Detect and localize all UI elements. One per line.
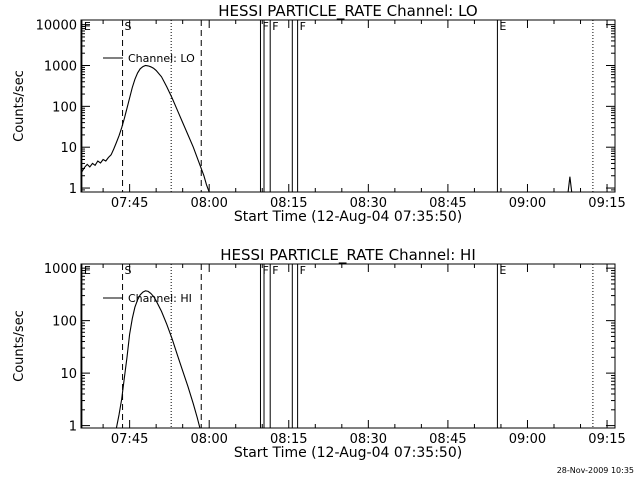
event-marker-label: S xyxy=(125,264,132,277)
event-marker-label: F xyxy=(300,264,306,277)
y-tick-label: 10000 xyxy=(36,19,77,34)
event-marker-label: E xyxy=(499,264,506,277)
legend-label: Channel: LO xyxy=(128,52,195,65)
event-marker-label: E xyxy=(499,20,506,33)
chart-hi: HESSI PARTICLE_RATE Channel: HI 1 10 100 100… xyxy=(12,246,626,461)
event-marker-label: F xyxy=(272,20,278,33)
y-tick-label: 1000 xyxy=(44,60,77,75)
x-tick-label: 08:15 xyxy=(270,196,307,211)
data-series-line xyxy=(567,176,573,193)
y-tick-label: 1 xyxy=(69,182,77,197)
chart-title: HESSI PARTICLE_RATE Channel: LO xyxy=(218,2,477,21)
plot-timestamp: 28-Nov-2009 10:35 xyxy=(556,466,634,475)
event-marker-label: F xyxy=(272,264,278,277)
event-marker-label: F xyxy=(262,264,268,277)
data-series-line xyxy=(115,290,201,429)
y-axis-label: Counts/sec xyxy=(12,310,27,382)
x-axis-label: Start Time (12-Aug-04 07:35:50) xyxy=(234,209,462,225)
x-tick-label: 08:30 xyxy=(350,432,387,447)
event-marker-label: S xyxy=(125,20,132,33)
y-tick-label: 100 xyxy=(52,100,77,115)
x-tick-label: 09:15 xyxy=(588,432,625,447)
event-marker-label: F xyxy=(262,20,268,33)
x-tick-label: 09:00 xyxy=(509,196,546,211)
data-series-line xyxy=(81,64,210,193)
y-tick-label: 1000 xyxy=(44,262,77,277)
event-marker-label: E xyxy=(84,20,91,33)
x-tick-label: 08:00 xyxy=(190,196,227,211)
event-marker-label: E xyxy=(84,264,91,277)
y-axis-label: Counts/sec xyxy=(12,70,27,142)
x-tick-label: 08:45 xyxy=(429,196,466,211)
chart-title: HESSI PARTICLE_RATE Channel: HI xyxy=(220,246,476,265)
plot-frame xyxy=(80,263,616,429)
x-tick-label: 09:00 xyxy=(509,432,546,447)
plot-frame xyxy=(80,19,616,193)
y-tick-label: 10 xyxy=(60,141,77,156)
x-tick-label: 08:00 xyxy=(190,432,227,447)
x-tick-label: 08:30 xyxy=(350,196,387,211)
x-tick-label: 09:15 xyxy=(588,196,625,211)
y-tick-label: 1 xyxy=(69,420,77,435)
y-tick-label: 10 xyxy=(60,367,77,382)
legend-label: Channel: HI xyxy=(128,292,192,305)
x-tick-label: 08:15 xyxy=(270,432,307,447)
x-axis-label: Start Time (12-Aug-04 07:35:50) xyxy=(234,445,462,461)
x-tick-label: 08:45 xyxy=(429,432,466,447)
x-tick-label: 07:45 xyxy=(111,432,148,447)
y-tick-label: 100 xyxy=(52,315,77,330)
x-tick-label: 07:45 xyxy=(111,196,148,211)
chart-lo: HESSI PARTICLE_RATE Channel: LO 1 10 100 100… xyxy=(12,2,626,225)
event-marker-label: F xyxy=(300,20,306,33)
